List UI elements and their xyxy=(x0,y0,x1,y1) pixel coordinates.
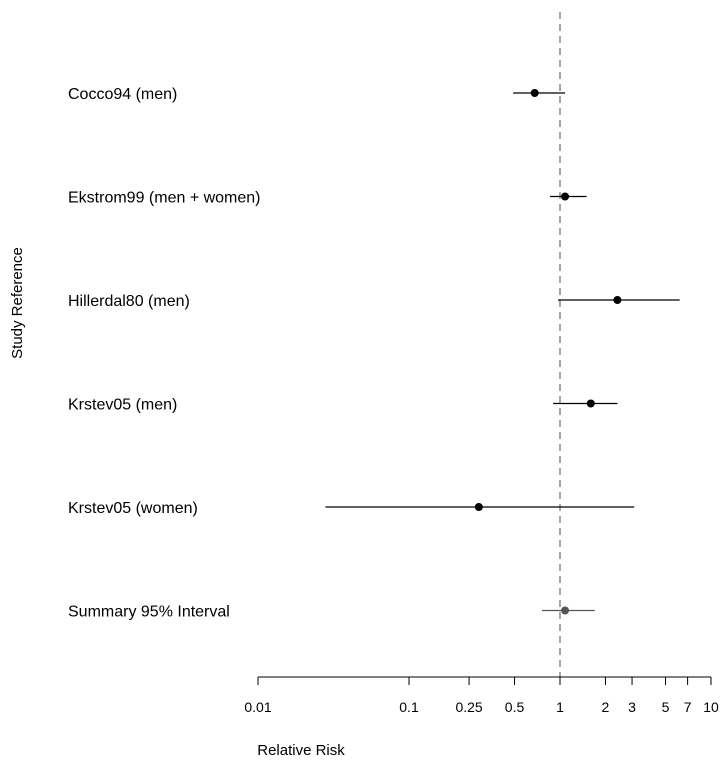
study-row: Ekstrom99 (men + women) xyxy=(68,190,587,207)
x-tick-label: 5 xyxy=(662,699,670,715)
x-axis: 0.01 0.1 0.25 0.5 1 2 3 5 7 10 xyxy=(244,676,719,715)
point-estimate xyxy=(561,192,570,201)
x-tick-label: 0.25 xyxy=(455,699,482,715)
x-tick-label: 1 xyxy=(556,699,564,715)
study-row: Krstev05 (men) xyxy=(68,397,618,414)
x-axis-label: Relative Risk xyxy=(257,742,345,759)
study-label: Cocco94 (men) xyxy=(68,86,177,103)
y-axis-label: Study Reference xyxy=(9,247,26,359)
summary-row: Summary 95% Interval xyxy=(68,604,595,621)
point-estimate xyxy=(586,399,595,408)
x-tick-label: 0.5 xyxy=(505,699,525,715)
study-label: Summary 95% Interval xyxy=(68,604,230,621)
rows-layer: Cocco94 (men) Ekstrom99 (men + women) Hill… xyxy=(68,86,680,621)
point-estimate xyxy=(613,296,622,304)
point-estimate xyxy=(530,89,539,97)
point-estimate xyxy=(561,606,570,615)
point-estimate xyxy=(474,503,483,511)
x-tick-label: 7 xyxy=(684,699,692,715)
study-row: Krstev05 (women) xyxy=(68,500,635,517)
x-tick-label: 0.01 xyxy=(244,699,271,715)
x-tick-label: 2 xyxy=(602,699,610,715)
x-tick-label: 10 xyxy=(703,699,719,715)
study-label: Krstev05 (men) xyxy=(68,397,177,414)
study-row: Hillerdal80 (men) xyxy=(68,293,680,310)
x-tick-label: 0.1 xyxy=(399,699,419,715)
study-label: Ekstrom99 (men + women) xyxy=(68,190,261,207)
x-tick-label: 3 xyxy=(628,699,636,715)
study-row: Cocco94 (men) xyxy=(68,86,566,103)
study-label: Hillerdal80 (men) xyxy=(68,293,190,310)
study-label: Krstev05 (women) xyxy=(68,500,198,517)
